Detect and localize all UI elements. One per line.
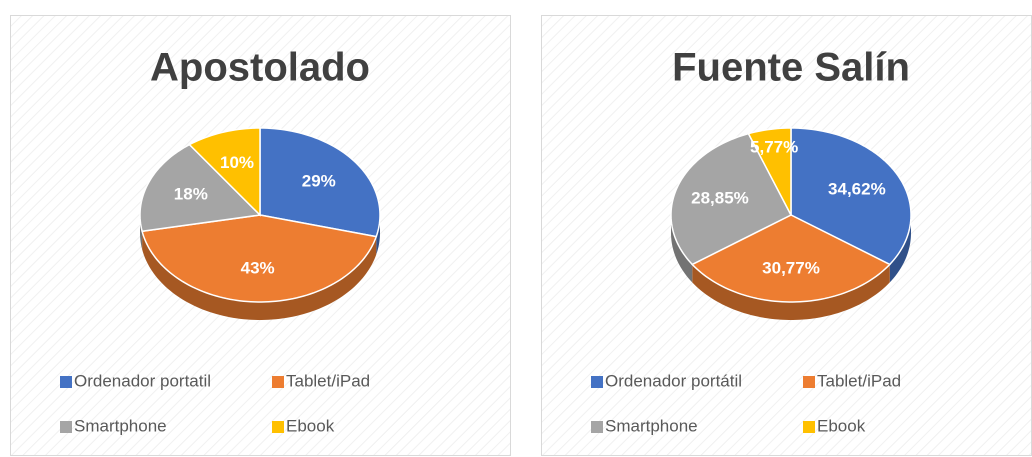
slice	[690, 214, 892, 303]
data-label: 10%	[220, 153, 254, 172]
slice-side	[692, 264, 890, 320]
legend-label: Smartphone	[605, 416, 698, 435]
legend-label: Ordenador portatil	[74, 371, 211, 390]
legend-swatch	[272, 421, 284, 433]
data-label: 43%	[241, 258, 275, 277]
data-label: 5,77%	[750, 138, 798, 157]
slice-side	[671, 215, 693, 283]
legend-swatch	[803, 376, 815, 388]
legend-label: Ordenador portátil	[605, 371, 742, 390]
chart-title: Apostolado	[150, 46, 370, 90]
legend-swatch	[272, 376, 284, 388]
slice-side	[142, 231, 377, 320]
data-label: 34,62%	[828, 179, 886, 198]
slice	[141, 214, 378, 303]
slice	[259, 127, 381, 238]
legend-swatch	[60, 421, 72, 433]
data-label: 18%	[174, 185, 208, 204]
legend-label: Tablet/iPad	[817, 371, 901, 390]
data-label: 29%	[302, 171, 336, 190]
slice	[790, 127, 912, 266]
slice	[747, 127, 792, 216]
legend-label: Smartphone	[74, 416, 167, 435]
legend-label: Tablet/iPad	[286, 371, 370, 390]
slice	[670, 132, 793, 266]
legend-label: Ebook	[817, 416, 866, 435]
chart-panel: Apostolado 29% 43% 18% 10% Ordenador portati…	[10, 15, 511, 456]
legend-swatch	[60, 376, 72, 388]
legend-swatch	[803, 421, 815, 433]
data-label: 30,77%	[762, 258, 820, 277]
data-label: 28,85%	[691, 188, 749, 207]
legend-swatch	[591, 376, 603, 388]
slice-side	[376, 215, 380, 255]
slice	[139, 143, 262, 233]
legend-swatch	[591, 421, 603, 433]
slice	[188, 127, 261, 217]
chart-panel: Fuente Salín 34,62% 30,77% 28,85% 5,77% Orde…	[541, 15, 1032, 456]
slice-side	[889, 215, 911, 283]
legend-label: Ebook	[286, 416, 335, 435]
chart-title: Fuente Salín	[672, 46, 910, 90]
